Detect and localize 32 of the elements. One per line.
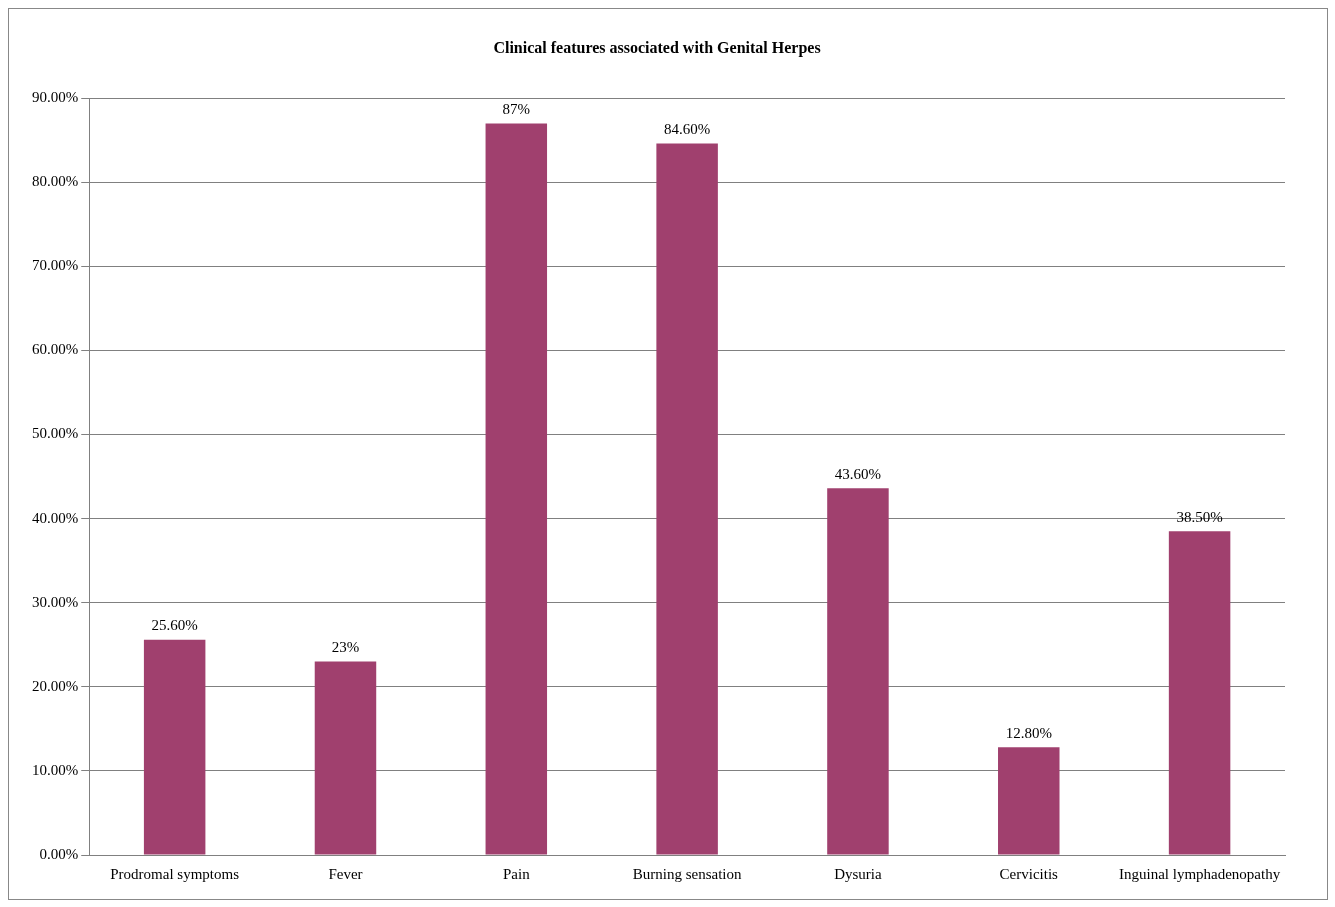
bar [1168, 531, 1231, 855]
y-tick-label: 10.00% [32, 761, 79, 778]
x-tick-label: Pain [502, 865, 531, 882]
bar [143, 639, 206, 855]
data-label: 23% [331, 639, 360, 656]
x-tick-label: Cervicitis [999, 865, 1059, 882]
x-tick-label: Dysuria [834, 865, 883, 882]
bar [656, 143, 718, 855]
data-label: 38.50% [1176, 508, 1223, 525]
y-tick-label: 80.00% [32, 173, 79, 190]
x-tick-label: Inguinal lymphadenopathy [1118, 865, 1281, 882]
y-tick-label: 90.00% [32, 89, 79, 106]
x-tick-label: Burning sensation [632, 865, 742, 882]
bar [485, 123, 548, 855]
bar [314, 661, 377, 855]
x-tick-label: Fever [328, 865, 363, 882]
data-label: 43.60% [834, 465, 882, 482]
chart-title: Clinical features associated with Genital Herpes [493, 38, 821, 57]
data-label: 87% [502, 100, 531, 117]
data-label: 12.80% [1005, 724, 1052, 741]
bar [998, 747, 1060, 855]
y-tick-label: 0.00% [39, 845, 79, 862]
y-tick-label: 60.00% [32, 341, 79, 358]
bar [827, 488, 889, 855]
data-label: 84.60% [664, 121, 711, 138]
y-tick-label: 20.00% [32, 677, 79, 694]
y-tick-label: 40.00% [32, 509, 79, 526]
y-tick-label: 50.00% [32, 425, 79, 442]
y-tick-label: 30.00% [32, 593, 79, 610]
x-tick-label: Prodromal symptoms [110, 865, 240, 882]
y-tick-label: 70.00% [32, 257, 79, 274]
data-label: 25.60% [151, 617, 198, 634]
